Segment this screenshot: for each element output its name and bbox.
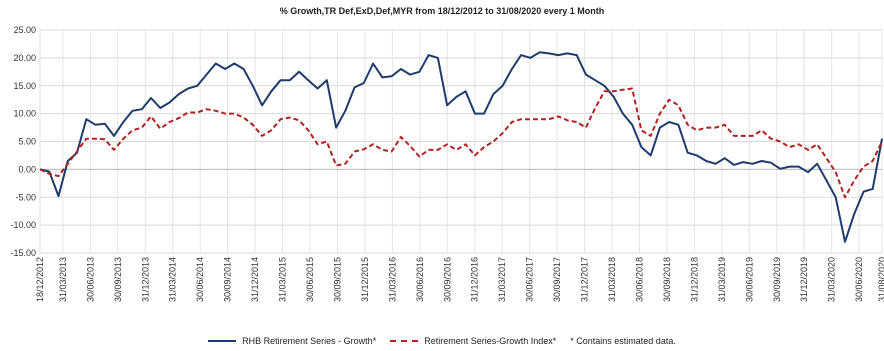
x-tick-label: 31/12/2019 [799, 257, 809, 302]
x-tick-label: 30/06/2014 [195, 257, 205, 302]
x-tick-label: 31/03/2020 [827, 257, 837, 302]
legend-item-index: Retirement Series-Growth Index* [390, 336, 556, 346]
legend-label-growth: RHB Retirement Series - Growth* [242, 336, 377, 346]
x-tick-label: 30/06/2019 [744, 257, 754, 302]
x-tick-label: 30/09/2014 [223, 257, 233, 302]
y-tick-label: 20.00 [13, 53, 36, 63]
y-tick-label: 15.00 [13, 81, 36, 91]
legend-item-growth: RHB Retirement Series - Growth* [208, 336, 376, 346]
x-tick-label: 31/12/2013 [140, 257, 150, 302]
series-line-growth [39, 51, 883, 243]
x-tick-label: 30/09/2017 [552, 257, 562, 302]
legend: RHB Retirement Series - Growth* Retireme… [0, 336, 884, 346]
legend-note: * Contains estimated data. [570, 336, 676, 346]
x-tick-label: 31/12/2014 [250, 257, 260, 302]
x-tick-label: 31/03/2018 [607, 257, 617, 302]
x-tick-label: 31/12/2018 [689, 257, 699, 302]
x-tick-label: 30/06/2013 [85, 257, 95, 302]
x-tick-label: 31/03/2015 [278, 257, 288, 302]
y-tick-label: 25.00 [13, 25, 36, 35]
legend-swatch-growth [208, 340, 237, 342]
x-tick-label: 31/03/2019 [717, 257, 727, 302]
x-tick-label: 31/03/2014 [168, 257, 178, 302]
x-tick-label: 31/03/2013 [58, 257, 68, 302]
x-tick-label: 31/08/2020 [877, 257, 884, 302]
series-line-index [39, 87, 883, 199]
y-tick-label: -10.00 [10, 220, 36, 230]
x-tick-label: 30/09/2015 [332, 257, 342, 302]
x-tick-label: 30/09/2019 [772, 257, 782, 302]
x-tick-label: 30/09/2013 [113, 257, 123, 302]
x-tick-label: 31/12/2016 [470, 257, 480, 302]
chart-title: % Growth,TR Def,ExD,Def,MYR from 18/12/2… [279, 6, 605, 16]
y-tick-label: -5.00 [15, 192, 36, 202]
x-tick-label: 30/06/2016 [415, 257, 425, 302]
x-tick-label: 30/06/2020 [854, 257, 864, 302]
y-tick-label: 0.00 [18, 164, 36, 174]
y-tick-label: -15.00 [10, 248, 36, 258]
x-tick-label: 18/12/2012 [35, 257, 45, 302]
x-tick-label: 31/03/2017 [497, 257, 507, 302]
x-tick-label: 31/12/2017 [580, 257, 590, 302]
legend-item-note: * Contains estimated data. [570, 336, 676, 346]
y-tick-label: 10.00 [13, 109, 36, 119]
legend-label-index: Retirement Series-Growth Index* [424, 336, 557, 346]
x-tick-label: 30/09/2018 [662, 257, 672, 302]
y-tick-label: 5.00 [18, 137, 36, 147]
legend-swatch-index [390, 340, 419, 342]
x-tick-label: 30/06/2017 [525, 257, 535, 302]
x-tick-label: 30/06/2018 [634, 257, 644, 302]
x-tick-label: 31/12/2015 [360, 257, 370, 302]
x-tick-label: 30/09/2016 [442, 257, 452, 302]
x-tick-label: 31/03/2016 [387, 257, 397, 302]
x-tick-label: 30/06/2015 [305, 257, 315, 302]
